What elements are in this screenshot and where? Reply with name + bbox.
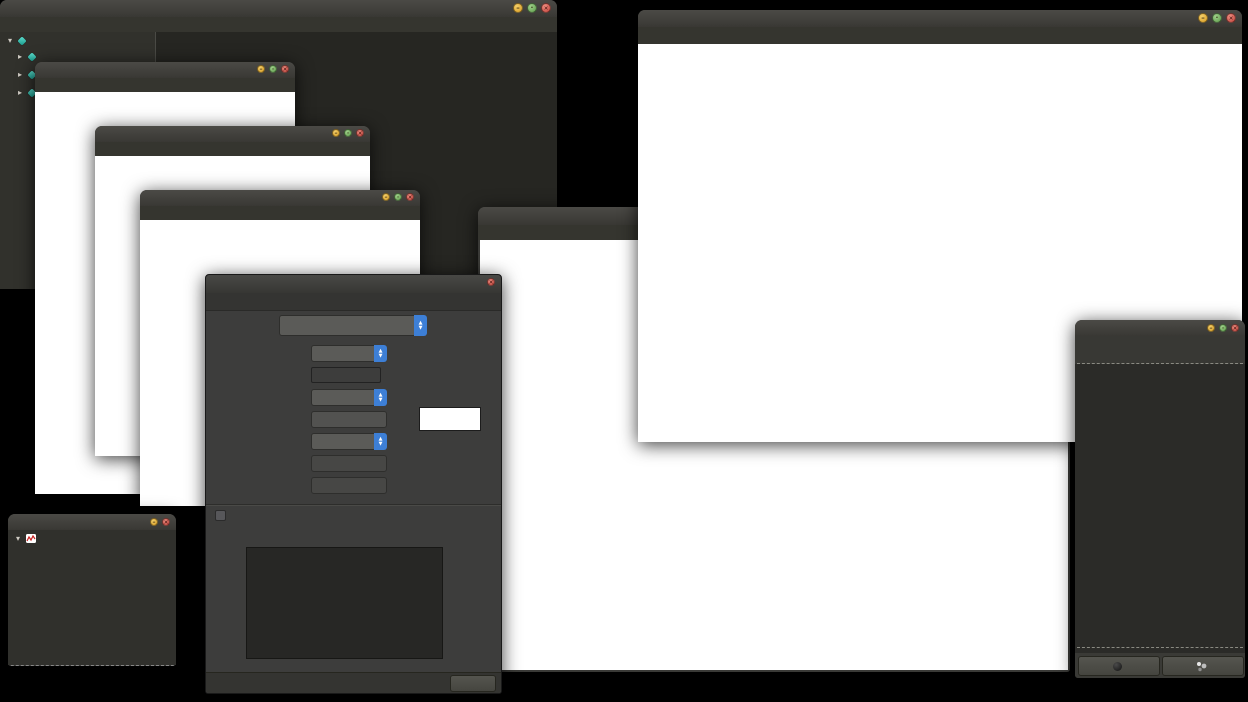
data-table-window xyxy=(1075,320,1245,678)
close-icon[interactable] xyxy=(406,193,414,201)
header-divider xyxy=(1077,363,1243,364)
glyph-size-entry xyxy=(311,455,387,472)
spinner-icon[interactable]: ▲ ▼ xyxy=(374,389,387,406)
main-titlebar[interactable] xyxy=(0,0,557,17)
close-icon[interactable] xyxy=(1226,13,1236,23)
table-titlebar[interactable] xyxy=(1075,320,1245,336)
tree-item-blyp[interactable] xyxy=(16,51,40,62)
maximize-icon[interactable] xyxy=(394,193,402,201)
toolboxes-body xyxy=(8,530,176,665)
view-titlebar[interactable] xyxy=(35,62,295,78)
auto-shift-row xyxy=(215,510,231,521)
data-color-swatch[interactable] xyxy=(311,367,381,383)
view-menubar xyxy=(95,142,370,156)
main-menubar xyxy=(0,17,557,32)
close-icon[interactable] xyxy=(1231,324,1239,332)
maximize-icon[interactable] xyxy=(344,129,352,137)
chevron-right-icon[interactable] xyxy=(16,70,24,79)
close-icon[interactable] xyxy=(162,518,170,526)
glyph-type-combo[interactable]: ▲ ▼ xyxy=(311,433,387,450)
view-menubar xyxy=(35,78,295,92)
maximize-icon[interactable] xyxy=(1212,13,1222,23)
view-menubar xyxy=(140,206,420,220)
workspace-icon xyxy=(17,35,27,46)
close-icon[interactable] xyxy=(281,65,289,73)
toolbox-root-row[interactable] xyxy=(8,532,176,545)
plot-type-combo[interactable]: ▲ ▼ xyxy=(311,345,387,362)
gr-titlebar[interactable] xyxy=(638,10,1242,27)
minimize-icon[interactable] xyxy=(150,518,158,526)
minimize-icon[interactable] xyxy=(513,3,523,13)
toolboxes-titlebar[interactable] xyxy=(8,514,176,530)
gr-toolbox-icon xyxy=(26,534,36,543)
tree-item-hidden-2[interactable] xyxy=(16,87,37,98)
spinner-icon[interactable]: ▲ ▼ xyxy=(374,345,387,362)
auto-shift-checkbox[interactable] xyxy=(215,510,226,521)
close-icon[interactable] xyxy=(541,3,551,13)
chevron-right-icon[interactable] xyxy=(16,88,24,97)
select-set-combo[interactable]: ▲ ▼ xyxy=(279,315,427,336)
glyph-freq-entry xyxy=(311,477,387,494)
view-titlebar[interactable] xyxy=(95,126,370,142)
edit-curve-titlebar[interactable] xyxy=(206,275,501,293)
edit-curve-dialog: ▲▼ ▲▼ ▲▼ ▲▼ xyxy=(205,274,502,694)
minimize-icon[interactable] xyxy=(332,129,340,137)
separator xyxy=(206,504,501,505)
chevron-right-icon[interactable] xyxy=(16,52,24,61)
cancel-button[interactable] xyxy=(1078,656,1160,676)
edit-curve-tabs xyxy=(206,293,501,311)
project-icon xyxy=(27,51,37,62)
cancel-icon xyxy=(1112,661,1122,671)
maximize-icon[interactable] xyxy=(1219,324,1227,332)
minimize-icon[interactable] xyxy=(257,65,265,73)
spinner-icon[interactable]: ▲ ▼ xyxy=(374,433,387,450)
curve-preview xyxy=(419,407,481,431)
apply-icon xyxy=(1196,661,1206,671)
maximize-icon[interactable] xyxy=(269,65,277,73)
tree-item-hidden-1[interactable] xyxy=(16,69,37,80)
minimize-icon[interactable] xyxy=(382,193,390,201)
table-header xyxy=(1075,336,1245,364)
table-body[interactable] xyxy=(1075,364,1245,653)
spinner-icon[interactable]: ▲ ▼ xyxy=(414,315,427,336)
apply-button[interactable] xyxy=(1162,656,1244,676)
view-titlebar[interactable] xyxy=(140,190,420,206)
chevron-down-icon[interactable] xyxy=(14,534,22,543)
toolboxes-window xyxy=(8,514,176,666)
gr-menubar xyxy=(638,27,1242,44)
close-icon[interactable] xyxy=(356,129,364,137)
close-icon[interactable] xyxy=(487,278,495,286)
minimize-icon[interactable] xyxy=(1207,324,1215,332)
close-button[interactable] xyxy=(450,675,496,692)
line-style-combo[interactable]: ▲ ▼ xyxy=(311,389,387,406)
chevron-down-icon[interactable] xyxy=(6,36,14,45)
maximize-icon[interactable] xyxy=(527,3,537,13)
table-button-bar xyxy=(1075,653,1245,678)
layers-listbox[interactable] xyxy=(246,547,443,659)
line-width-entry[interactable] xyxy=(311,411,387,428)
minimize-icon[interactable] xyxy=(1198,13,1208,23)
table-clip-divider xyxy=(1077,647,1243,648)
dialog-footer xyxy=(206,672,501,693)
tree-item-workspace[interactable] xyxy=(6,35,30,46)
